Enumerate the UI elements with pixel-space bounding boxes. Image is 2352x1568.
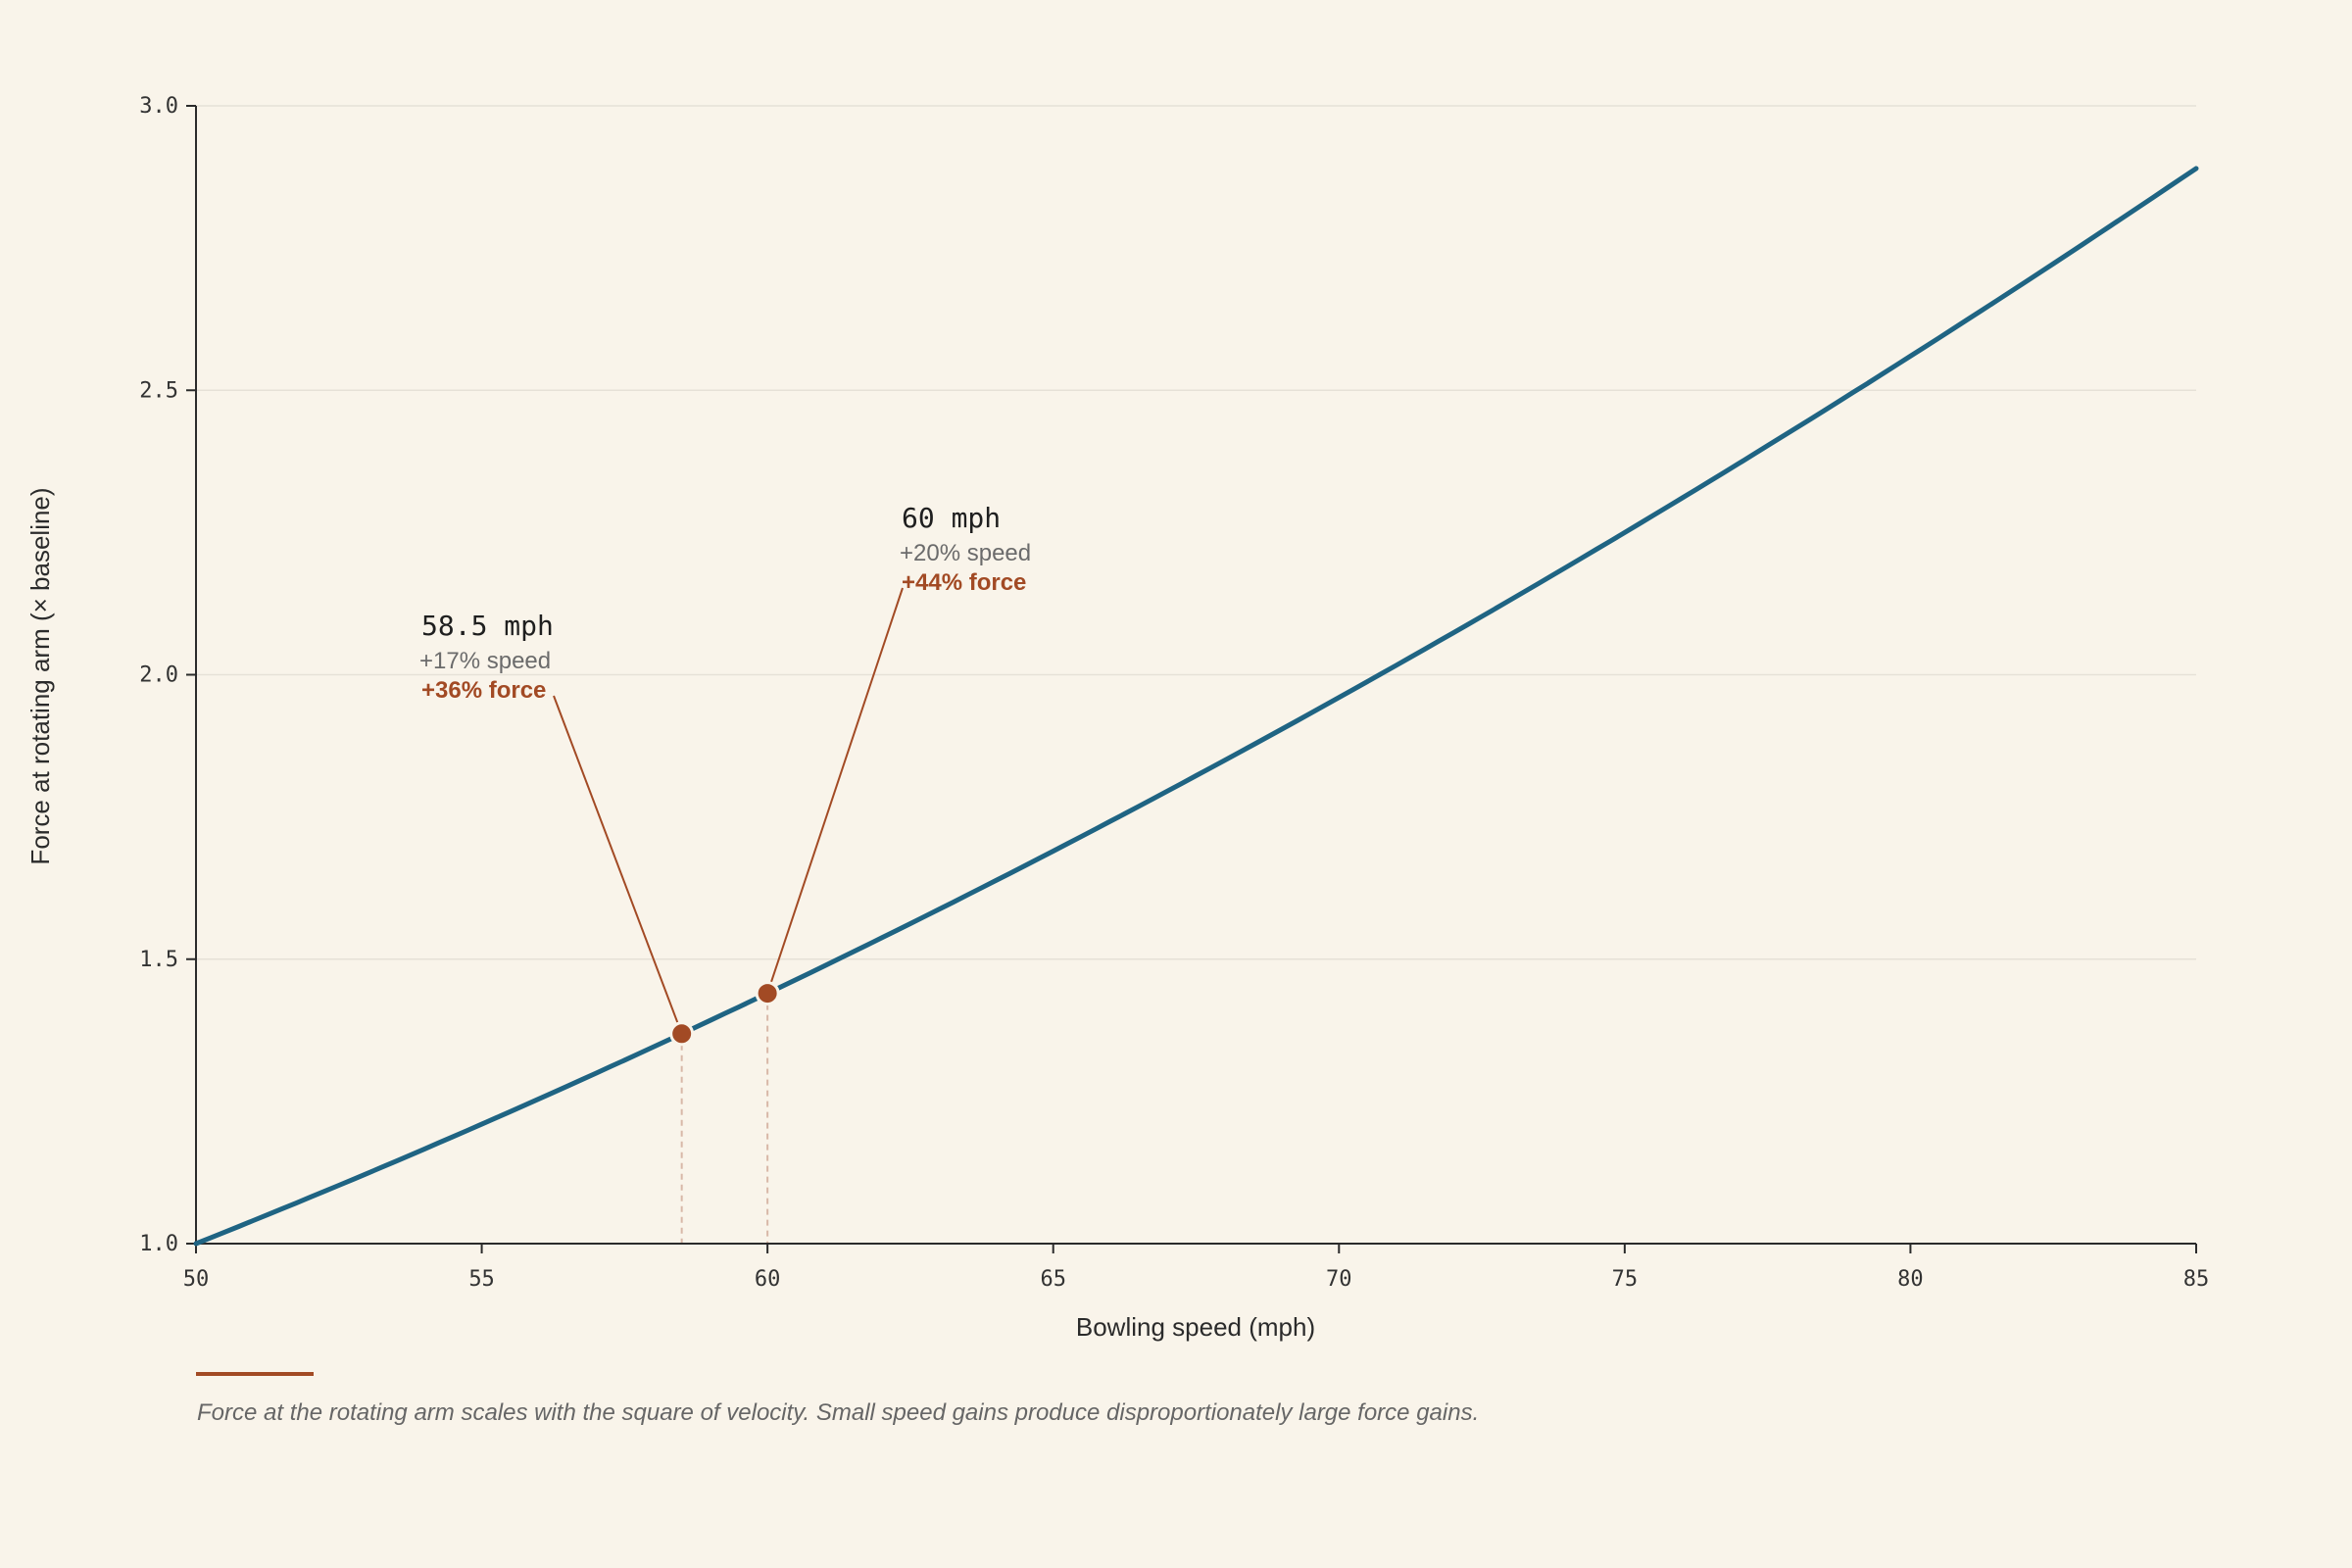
annotation-point	[755, 981, 780, 1006]
x-tick-label: 75	[1612, 1267, 1639, 1292]
force-curve-line	[193, 166, 2199, 1247]
annotations: 58.5 mph +17% speed +36% force 60 mph +20% s…	[419, 502, 1031, 1047]
annotation-speed: +17% speed	[419, 648, 551, 674]
annotation-force: +36% force	[421, 677, 546, 704]
y-tick-label: 1.5	[139, 948, 178, 972]
y-tick-label: 2.5	[139, 378, 178, 403]
x-tick-label: 65	[1040, 1267, 1066, 1292]
x-tick-label: 85	[2183, 1267, 2210, 1292]
leader-line	[553, 695, 683, 1035]
drop-lines	[680, 993, 769, 1244]
caption-rule	[196, 1372, 314, 1376]
grid-lines	[196, 105, 2196, 960]
annotation-title: 58.5 mph	[421, 610, 554, 642]
annotation-point	[669, 1021, 695, 1047]
annotation-speed: +20% speed	[900, 540, 1031, 566]
x-tick-label: 60	[755, 1267, 781, 1292]
x-tick-label: 70	[1326, 1267, 1352, 1292]
y-tick-label: 2.0	[139, 663, 178, 688]
x-tick-label: 55	[468, 1267, 495, 1292]
chart-caption: Force at the rotating arm scales with th…	[197, 1399, 1480, 1426]
x-axis-title: Bowling speed (mph)	[1076, 1312, 1315, 1342]
y-tick-label: 1.0	[139, 1232, 178, 1256]
annotation-force: +44% force	[902, 569, 1026, 596]
leader-line	[766, 587, 904, 994]
annotation-title: 60 mph	[902, 502, 1001, 534]
x-tick-label: 80	[1897, 1267, 1924, 1292]
x-tick-label: 50	[183, 1267, 210, 1292]
y-tick-label: 3.0	[139, 94, 178, 119]
ticks: 1.0 1.5 2.0 2.5 3.0 50 55 60 65 70 75 80 85	[139, 94, 2209, 1292]
y-axis-title: Force at rotating arm (× baseline)	[25, 487, 55, 864]
